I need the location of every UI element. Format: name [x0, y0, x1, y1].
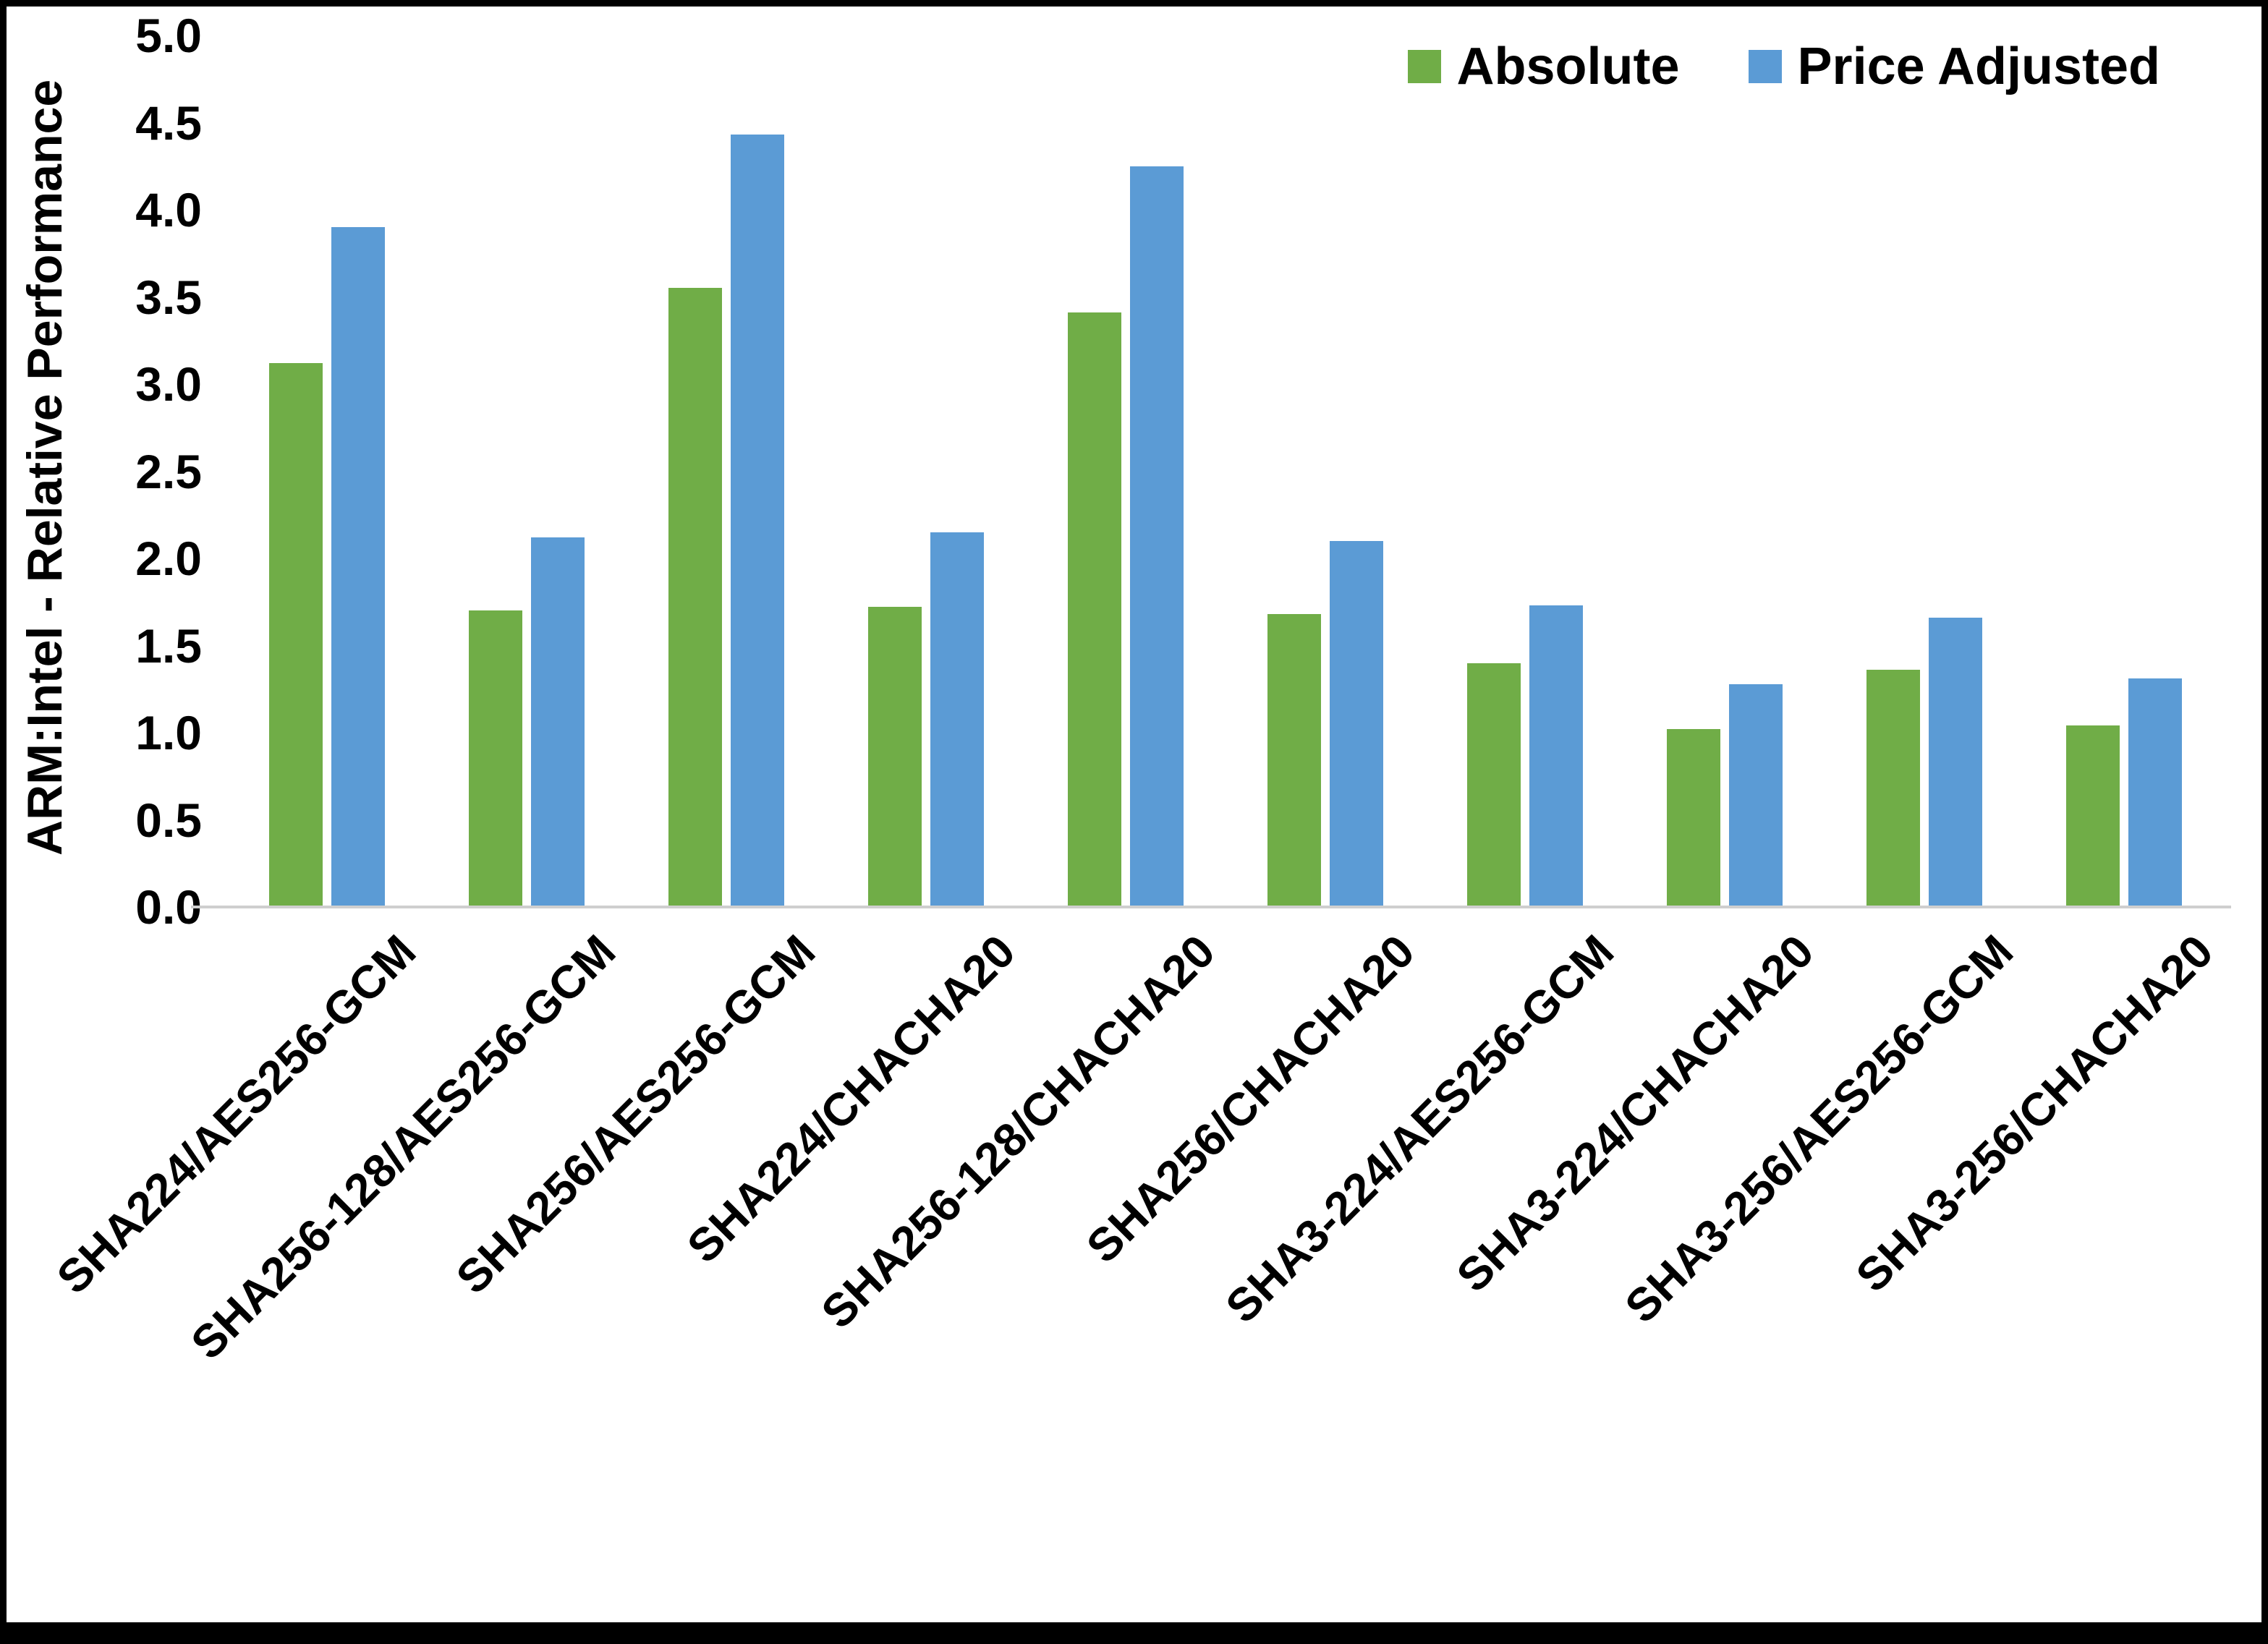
y-tick-label: 4.5	[135, 95, 202, 150]
bar-absolute	[269, 363, 323, 907]
bar-price-adjusted	[731, 135, 784, 907]
y-tick-label: 0.5	[135, 793, 202, 847]
legend-label: Price Adjusted	[1797, 38, 2160, 95]
category-group: SHA256/CHACHA20	[1076, 35, 1425, 1273]
y-tick-label: 3.5	[135, 270, 202, 324]
category-group: SHA3-224/CHACHA20	[1446, 35, 1825, 1302]
bar-absolute	[668, 288, 722, 907]
category-label: SHA256/CHACHA20	[1076, 924, 1424, 1273]
bar-price-adjusted	[1529, 605, 1583, 907]
category-group: SHA3-256/AES256-GCM	[1615, 35, 2024, 1333]
category-label: SHA3-224/CHACHA20	[1446, 924, 1824, 1302]
bar-price-adjusted	[2128, 678, 2182, 907]
legend-item-price-adjusted: Price Adjusted	[1748, 37, 2160, 96]
bar-price-adjusted	[1130, 166, 1184, 907]
legend-item-absolute: Absolute	[1407, 37, 1680, 96]
category-group: SHA3-224/AES256-GCM	[1216, 35, 1625, 1333]
bar-price-adjusted	[930, 532, 984, 907]
bar-price-adjusted	[1330, 540, 1383, 907]
y-tick-label: 4.0	[135, 183, 202, 237]
bar-absolute	[1267, 614, 1321, 907]
category-group: SHA256/AES256-GCM	[446, 35, 826, 1303]
category-label: SHA224/AES256-GCM	[46, 924, 426, 1304]
category-group: SHA256-128/CHACHA20	[811, 35, 1226, 1338]
bar-absolute	[1068, 312, 1121, 907]
bar-groups: SHA224/AES256-GCM SHA256-128/AES256-GCM SH…	[47, 35, 2224, 1369]
bar-absolute	[1467, 663, 1521, 907]
bar-absolute	[868, 607, 922, 907]
category-group: SHA3-256/CHACHA20	[1846, 35, 2224, 1302]
category-label: SHA3-256/CHACHA20	[1846, 924, 2223, 1302]
y-axis-ticks: 0.0 0.5 1.0 1.5 2.0 2.5 3.0 3.5 4.0 4.5 5.0	[93, 9, 202, 934]
bar-absolute	[1667, 729, 1720, 907]
bar-price-adjusted	[331, 227, 385, 907]
legend-label: Absolute	[1456, 38, 1680, 95]
bar-price-adjusted	[1929, 617, 1982, 907]
category-label: SHA256/AES256-GCM	[446, 924, 825, 1304]
category-label: SHA256-128/AES256-GCM	[181, 924, 626, 1370]
legend-swatch-absolute	[1407, 50, 1441, 83]
category-label: SHA3-256/AES256-GCM	[1615, 924, 2023, 1333]
x-axis-line	[191, 906, 2231, 908]
plot-area: SHA224/AES256-GCM SHA256-128/AES256-GCM SH…	[47, 35, 2231, 1369]
legend: Absolute Price Adjusted	[1407, 37, 2160, 96]
bar-price-adjusted	[531, 537, 585, 907]
y-tick-label: 2.0	[135, 532, 202, 585]
y-tick-label: 1.0	[135, 706, 202, 759]
y-tick-label: 1.5	[135, 618, 202, 673]
bar-absolute	[469, 610, 522, 907]
category-group: SHA224/CHACHA20	[677, 35, 1026, 1273]
category-label: SHA3-224/AES256-GCM	[1215, 924, 1624, 1333]
category-label: SHA224/CHACHA20	[676, 924, 1025, 1273]
bar-absolute	[2066, 725, 2120, 907]
category-group: SHA224/AES256-GCM	[47, 35, 427, 1303]
legend-swatch-price-adjusted	[1748, 50, 1782, 83]
y-tick-label: 0.0	[135, 880, 202, 934]
category-label: SHA256-128/CHACHA20	[811, 924, 1225, 1339]
y-axis-title: ARM:Intel - Relative Performance	[17, 79, 72, 856]
bar-price-adjusted	[1729, 683, 1783, 907]
bar-absolute	[1866, 670, 1920, 907]
y-tick-label: 3.0	[135, 357, 202, 411]
category-group: SHA256-128/AES256-GCM	[181, 35, 627, 1369]
y-tick-label: 2.5	[135, 444, 202, 498]
y-tick-label: 5.0	[135, 9, 202, 62]
